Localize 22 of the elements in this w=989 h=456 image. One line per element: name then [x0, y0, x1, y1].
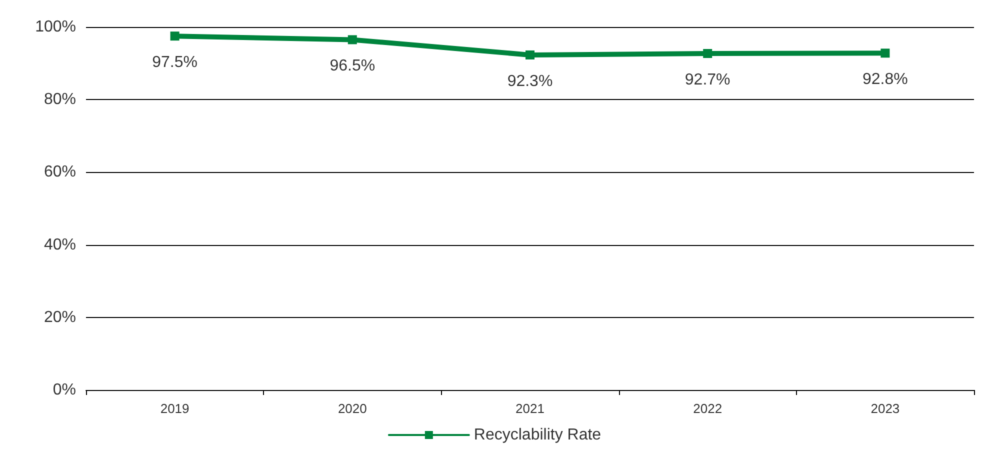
- y-tick-label: 80%: [44, 91, 76, 108]
- x-tick-label: 2019: [160, 401, 190, 416]
- y-tick-label: 20%: [44, 308, 76, 326]
- y-tick-label: 40%: [44, 236, 76, 254]
- y-tick-label: 0%: [52, 382, 76, 398]
- x-tick-label: 2023: [870, 401, 900, 416]
- legend-label: Recyclability Rate: [474, 426, 602, 444]
- data-label: 92.3%: [507, 72, 553, 90]
- point: [880, 48, 890, 58]
- data-label: 92.8%: [862, 71, 908, 88]
- data-label: 96.5%: [330, 58, 376, 75]
- y-tick-label: 60%: [44, 164, 76, 181]
- y-tick-label: 100%: [35, 18, 76, 36]
- x-tick-label: 2020: [338, 401, 367, 416]
- point: [348, 35, 357, 44]
- x-tick-label: 2022: [693, 401, 722, 416]
- x-tick-label: 2021: [516, 401, 544, 416]
- point: [526, 50, 534, 60]
- data-label: 97.5%: [152, 54, 198, 72]
- point: [170, 32, 180, 41]
- data-label: 92.7%: [684, 72, 730, 88]
- point: [703, 49, 712, 58]
